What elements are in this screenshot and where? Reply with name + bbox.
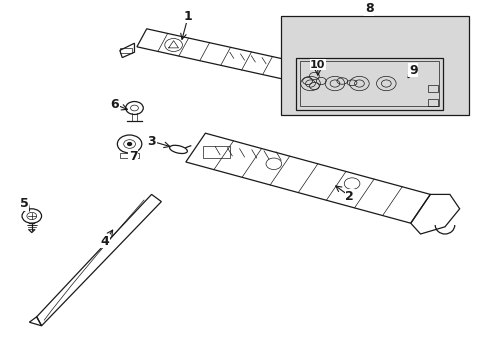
Bar — [427, 85, 437, 92]
Text: 6: 6 — [110, 98, 119, 111]
Text: 10: 10 — [309, 60, 325, 70]
Text: 7: 7 — [128, 150, 137, 163]
Bar — [120, 48, 132, 53]
Text: 4: 4 — [101, 235, 109, 248]
Text: 9: 9 — [408, 64, 417, 77]
Text: 1: 1 — [183, 10, 192, 23]
Text: 8: 8 — [364, 3, 373, 15]
Text: 3: 3 — [147, 135, 156, 148]
Bar — [427, 99, 437, 106]
Circle shape — [127, 143, 131, 145]
Text: 5: 5 — [20, 197, 29, 210]
Bar — [120, 153, 139, 158]
Bar — [295, 58, 442, 110]
Bar — [203, 146, 229, 158]
Bar — [281, 16, 468, 115]
Text: 2: 2 — [345, 190, 353, 203]
Bar — [299, 61, 438, 106]
